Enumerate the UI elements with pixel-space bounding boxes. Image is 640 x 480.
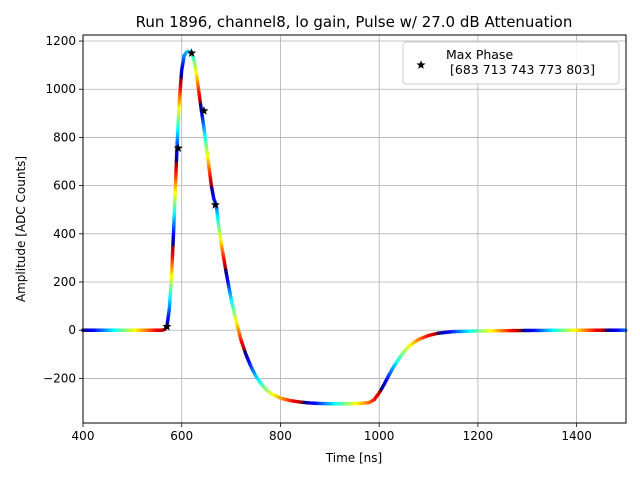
legend-entry-label: Max Phase (446, 47, 513, 62)
x-tick-label: 1400 (561, 429, 592, 443)
max-phase-star-icon (162, 321, 172, 331)
y-tick-label: 400 (53, 227, 76, 241)
y-tick-label: 1200 (45, 34, 76, 48)
max-phase-star-icon (210, 200, 220, 209)
max-phase-markers (162, 48, 220, 331)
plot-background (83, 35, 626, 423)
y-tick-label: 800 (53, 130, 76, 144)
legend-entry-values: [683 713 743 773 803] (450, 62, 595, 77)
x-tick-label: 600 (170, 429, 193, 443)
x-tick-label: 400 (72, 429, 95, 443)
y-tick-label: −200 (43, 371, 76, 385)
y-axis-label: Amplitude [ADC Counts] (14, 156, 28, 302)
plot-frame (82, 34, 627, 424)
y-tick-label: 200 (53, 275, 76, 289)
x-tick-label: 800 (269, 429, 292, 443)
x-tick-label: 1200 (463, 429, 494, 443)
y-tick-label: 600 (53, 179, 76, 193)
y-tick-label: 1000 (45, 82, 76, 96)
legend-star-icon-shape (416, 60, 426, 69)
x-axis-label: Time [ns] (325, 451, 382, 465)
chart-title: Run 1896, channel8, lo gain, Pulse w/ 27… (136, 13, 573, 31)
max-phase-star-icon (173, 143, 183, 153)
grid-lines (82, 35, 626, 423)
legend-star-icon (416, 60, 426, 69)
legend: Max Phase [683 713 743 773 803] (402, 41, 620, 85)
legend-box (402, 41, 620, 85)
max-phase-star-icon (187, 48, 197, 57)
y-tick-label: 0 (68, 323, 76, 337)
pulse-series (81, 49, 628, 406)
y-axis-ticks: −200 0 200 400 600 800 1000 1200 (43, 34, 83, 385)
x-axis-ticks: 400 600 800 1000 1200 1400 (72, 423, 592, 443)
x-tick-label: 1000 (364, 429, 395, 443)
max-phase-star-icon (199, 106, 209, 115)
